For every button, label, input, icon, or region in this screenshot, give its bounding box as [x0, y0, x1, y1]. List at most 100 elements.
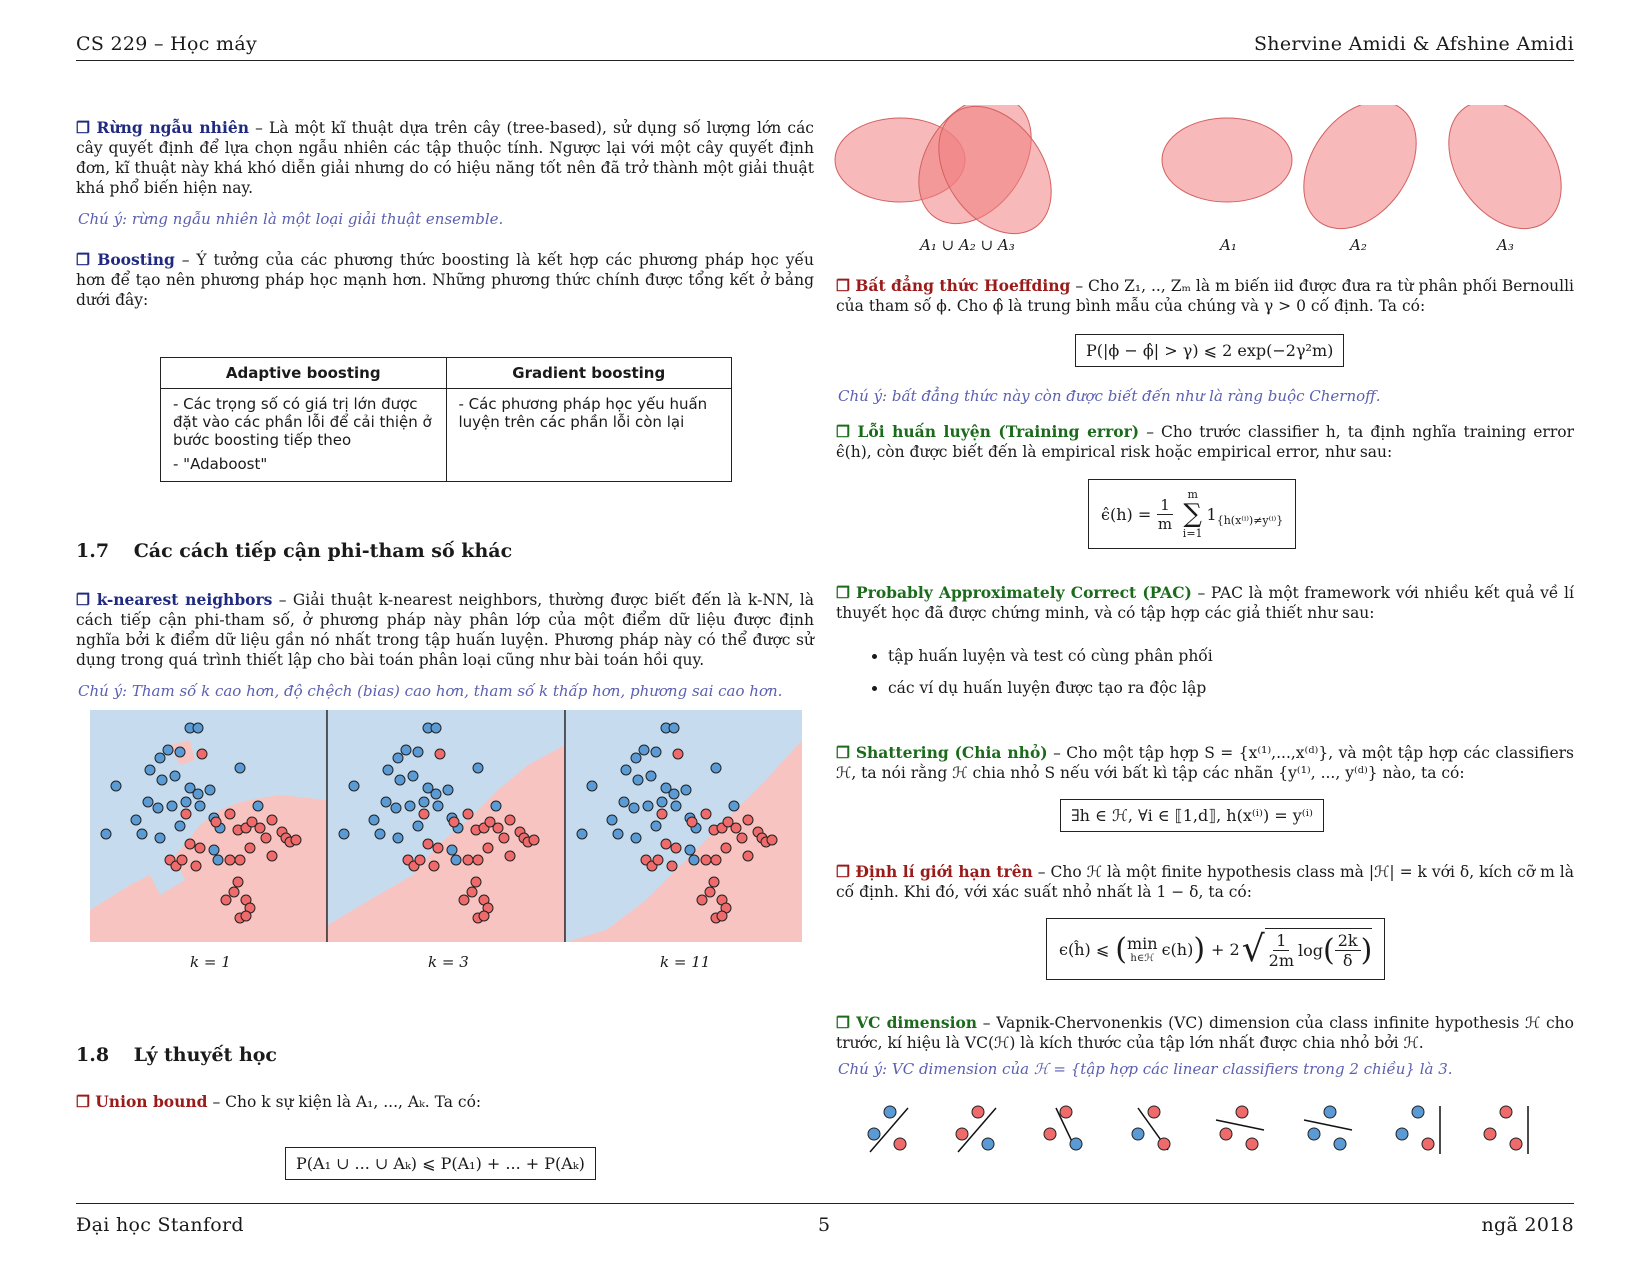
footer-rule — [76, 1203, 1574, 1204]
vc-separator-line — [869, 1107, 909, 1153]
venn-union-a3 — [938, 105, 1052, 235]
vc-title: ❐ VC dimension — [836, 1013, 978, 1032]
knn-point-red — [670, 842, 682, 854]
knn-point-red — [234, 854, 246, 866]
knn-point-blue — [612, 828, 624, 840]
gradient-item-1: - Các phương pháp học yếu huấn luyện trê… — [458, 395, 708, 431]
vc-point — [867, 1127, 881, 1141]
knn-point-blue — [192, 788, 204, 800]
upper-frac-2-num: 2k — [1334, 931, 1361, 951]
knn-point-red — [210, 816, 222, 828]
knn-point-red — [528, 834, 540, 846]
footer-left: Đại học Stanford — [76, 1214, 244, 1236]
section-1-7-number: 1.7 — [76, 540, 110, 562]
vc-configuration — [1131, 1105, 1171, 1151]
upper-sqrt-sign: √ — [1241, 928, 1265, 970]
knn-point-blue — [392, 752, 404, 764]
training-error-title: ❐ Lỗi huấn luyện (Training error) — [836, 422, 1140, 441]
vc-point — [981, 1137, 995, 1151]
venn-a3 — [1448, 105, 1562, 230]
knn-point-red — [458, 894, 470, 906]
vc-point — [1509, 1137, 1523, 1151]
knn-point-red — [448, 816, 460, 828]
knn-panel-k11 — [566, 710, 802, 942]
vc-separator-line — [957, 1107, 997, 1153]
knn-point-blue — [430, 722, 442, 734]
table-cell-gradient: - Các phương pháp học yếu huấn luyện trê… — [445, 388, 732, 482]
knn-point-red — [246, 816, 258, 828]
vc-point — [1333, 1137, 1347, 1151]
vc-point — [1131, 1127, 1145, 1141]
knn-point-red — [666, 860, 678, 872]
knn-point-red — [716, 910, 728, 922]
knn-point-red — [224, 854, 236, 866]
knn-point-red — [472, 854, 484, 866]
random-forest-body: – Là một kĩ thuật dựa trên cây (tree-bas… — [76, 119, 814, 197]
knn-point-red — [232, 876, 244, 888]
section-1-7-heading: 1.7 Các cách tiếp cận phi-tham số khác — [76, 540, 512, 562]
knn-point-blue — [638, 744, 650, 756]
knn-point-red — [498, 832, 510, 844]
vc-configuration — [1043, 1105, 1083, 1151]
knn-point-blue — [169, 770, 181, 782]
knn-point-blue — [212, 854, 224, 866]
upper-bound-formula: ϵ(ĥ) ⩽ ( min h∈ℋ ϵ(h) ) + 2 √ 1 2m log (… — [1046, 918, 1386, 980]
knn-point-red — [482, 842, 494, 854]
knn-point-red — [478, 910, 490, 922]
upper-bound-body: – Cho ℋ là một finite hypothesis class m… — [836, 863, 1574, 901]
knn-point-blue — [392, 832, 404, 844]
adaptive-item-2: - "Adaboost" — [173, 455, 268, 473]
vc-separator-line — [1215, 1119, 1265, 1131]
knn-point-red — [254, 822, 266, 834]
knn-point-blue — [154, 832, 166, 844]
knn-point-blue — [144, 764, 156, 776]
venn-a1 — [1161, 117, 1293, 203]
knn-point-blue — [490, 800, 502, 812]
upper-bound-paragraph: ❐ Định lí giới hạn trên – Cho ℋ là một f… — [836, 862, 1574, 902]
knn-point-red — [240, 910, 252, 922]
vc-point — [1307, 1127, 1321, 1141]
knn-point-red — [720, 842, 732, 854]
knn-point-blue — [606, 814, 618, 826]
table-cell-adaptive: - Các trọng số có giá trị lớn được đặt v… — [160, 388, 447, 482]
knn-point-red — [180, 808, 192, 820]
hoeffding-note: Chú ý: bất đẳng thức này còn được biết đ… — [838, 387, 1381, 405]
table-header-gradient: Gradient boosting — [445, 357, 732, 389]
knn-point-blue — [620, 764, 632, 776]
knn-point-red — [484, 816, 496, 828]
vc-figure — [867, 1105, 1529, 1154]
knn-point-blue — [412, 746, 424, 758]
knn-point-red — [730, 822, 742, 834]
upper-log-paren-open: ( — [1323, 933, 1335, 968]
knn-point-red — [696, 894, 708, 906]
knn-point-blue — [632, 774, 644, 786]
random-forest-paragraph: ❐ Rừng ngẫu nhiên – Là một kĩ thuật dựa … — [76, 118, 814, 198]
knn-point-blue — [645, 770, 657, 782]
knn-point-red — [492, 822, 504, 834]
footer-right: ngã 2018 — [1481, 1214, 1574, 1236]
training-sum-top: m — [1187, 488, 1198, 501]
section-1-8-number: 1.8 — [76, 1044, 110, 1066]
knn-point-blue — [642, 800, 654, 812]
knn-point-blue — [208, 844, 220, 856]
vc-point — [883, 1105, 897, 1119]
upper-paren-close: ) — [1193, 931, 1206, 967]
knn-point-blue — [412, 820, 424, 832]
knn-label-k1: k = 1 — [190, 953, 231, 971]
knn-point-red — [742, 850, 754, 862]
knn-point-red — [184, 838, 196, 850]
knn-point-red — [672, 748, 684, 760]
union-bound-body: – Cho k sự kiện là A₁, ..., Aₖ. Ta có: — [212, 1093, 482, 1111]
knn-point-red — [504, 850, 516, 862]
knn-point-blue — [136, 828, 148, 840]
upper-plus: + 2 — [1211, 939, 1240, 959]
vc-point — [955, 1127, 969, 1141]
training-sum-sign: ∑ — [1183, 499, 1202, 529]
knn-point-blue — [728, 800, 740, 812]
upper-frac-1: 1 2m — [1269, 931, 1294, 970]
vc-point — [1147, 1105, 1161, 1119]
vc-point — [1499, 1105, 1513, 1119]
pac-list: tập huấn luyện và test có cùng phân phối… — [866, 633, 1213, 711]
union-bound-title: ❐ Union bound — [76, 1092, 208, 1111]
knn-point-red — [652, 854, 664, 866]
